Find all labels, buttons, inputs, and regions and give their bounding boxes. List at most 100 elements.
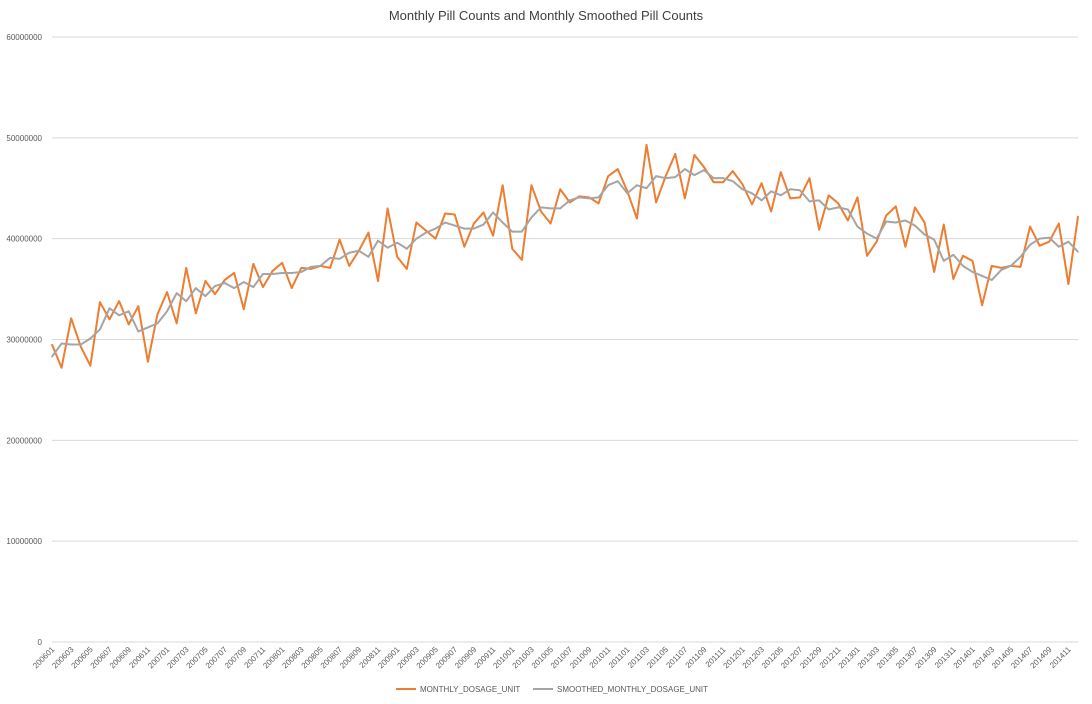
series-0-point-103: [1038, 244, 1041, 247]
x-tick-label-34: 201109: [684, 645, 709, 670]
series-0-point-78: [799, 196, 801, 199]
series-1-point-75: [770, 190, 772, 193]
series-0-point-81: [827, 194, 830, 197]
series-1-point-26: [300, 271, 303, 273]
series-0-point-24: [281, 262, 283, 264]
series-1-point-2: [70, 343, 72, 346]
series-0-point-64: [664, 175, 667, 177]
series-1-point-48: [511, 230, 514, 233]
series-1-point-86: [875, 237, 878, 240]
series-0-point-67: [693, 154, 696, 156]
series-0-point-69: [712, 181, 715, 183]
series-0-point-6: [108, 318, 111, 321]
series-1-point-96: [971, 271, 974, 273]
series-1-point-22: [262, 273, 264, 275]
series-0-point-92: [933, 271, 935, 273]
series-0-point-19: [233, 272, 235, 274]
series-0-point-50: [530, 184, 533, 187]
series-1-point-94: [952, 254, 955, 256]
series-0-point-93: [942, 223, 945, 226]
series-0-point-88: [895, 205, 897, 208]
series-0-point-73: [751, 203, 753, 206]
series-0-point-41: [444, 212, 446, 215]
series-0-point-11: [156, 313, 159, 316]
series-1-point-63: [655, 175, 657, 177]
series-1-point-51: [540, 206, 542, 209]
series-0-point-75: [770, 210, 772, 213]
series-1-point-16: [204, 295, 207, 297]
series-0-point-62: [645, 144, 648, 146]
series-0-point-8: [127, 323, 130, 326]
series-0-point-34: [377, 280, 379, 282]
series-1-point-13: [175, 292, 178, 294]
series-0-point-106: [1067, 283, 1070, 285]
series-1-point-71: [732, 180, 734, 182]
series-1-point-53: [559, 207, 562, 210]
series-0-point-80: [818, 228, 820, 231]
chart-title: Monthly Pill Counts and Monthly Smoothed…: [388, 8, 704, 23]
series-0-point-70: [722, 181, 725, 183]
series-1-point-55: [578, 196, 581, 199]
series-1-point-62: [645, 187, 648, 190]
series-1-point-64: [664, 177, 667, 179]
series-0-point-21: [252, 263, 255, 265]
series-1-point-9: [137, 330, 140, 333]
y-tick-label-3: 30000000: [6, 336, 42, 345]
series-1-point-80: [818, 199, 820, 202]
series-1-point-19: [233, 287, 235, 289]
series-0-point-57: [597, 202, 600, 205]
series-1-point-65: [674, 176, 677, 178]
series-0-point-39: [425, 229, 427, 232]
series-0-point-1: [60, 366, 63, 369]
series-1-point-67: [693, 174, 696, 176]
series-0-point-74: [760, 182, 763, 185]
series-0-point-65: [674, 153, 677, 155]
series-1-point-6: [108, 307, 111, 310]
series-0-point-44: [473, 222, 475, 225]
series-1-point-50: [530, 216, 533, 219]
series-1-point-45: [482, 223, 485, 226]
series-0-point-12: [166, 291, 168, 293]
series-1-point-35: [386, 246, 389, 249]
series-1-point-5: [99, 328, 101, 331]
series-1-point-43: [463, 227, 466, 230]
y-tick-label-5: 50000000: [6, 134, 42, 143]
series-1-point-77: [789, 188, 792, 191]
series-0-point-51: [540, 210, 542, 213]
series-0-point-87: [885, 214, 888, 217]
series-0-point-35: [386, 207, 389, 210]
series-0-point-59: [616, 168, 619, 170]
y-tick-label-2: 20000000: [6, 436, 42, 445]
series-0-point-86: [875, 240, 878, 243]
series-1-point-21: [252, 286, 255, 288]
series-1-point-15: [195, 287, 197, 289]
series-0-point-13: [175, 322, 178, 325]
series-0-point-7: [118, 300, 120, 302]
series-1-point-92: [933, 238, 935, 241]
series-1-point-32: [358, 249, 360, 252]
series-1-point-29: [329, 257, 331, 259]
series-1-point-101: [1019, 256, 1022, 258]
series-0-point-47: [501, 184, 504, 187]
series-0-point-5: [99, 301, 101, 303]
series-1-point-61: [636, 184, 638, 187]
series-0-point-17: [214, 293, 216, 295]
series-line-1: [51, 168, 1079, 358]
series-0-point-20: [242, 308, 245, 311]
series-1-point-7: [118, 314, 120, 317]
series-0-point-9: [137, 305, 140, 308]
series-0-point-85: [866, 255, 868, 257]
series-1-point-30: [338, 258, 341, 260]
series-0-point-45: [482, 211, 485, 214]
series-0-point-83: [847, 219, 849, 222]
series-0-point-27: [310, 268, 312, 270]
series-0-point-99: [1000, 267, 1003, 269]
series-1-point-66: [684, 168, 686, 170]
series-1-point-28: [319, 265, 322, 267]
series-0-point-89: [904, 245, 907, 248]
series-0-point-26: [300, 267, 303, 269]
series-1-point-4: [89, 337, 92, 340]
series-1-point-39: [425, 231, 427, 234]
series-1-point-59: [616, 180, 619, 182]
series-1-point-72: [741, 188, 744, 191]
